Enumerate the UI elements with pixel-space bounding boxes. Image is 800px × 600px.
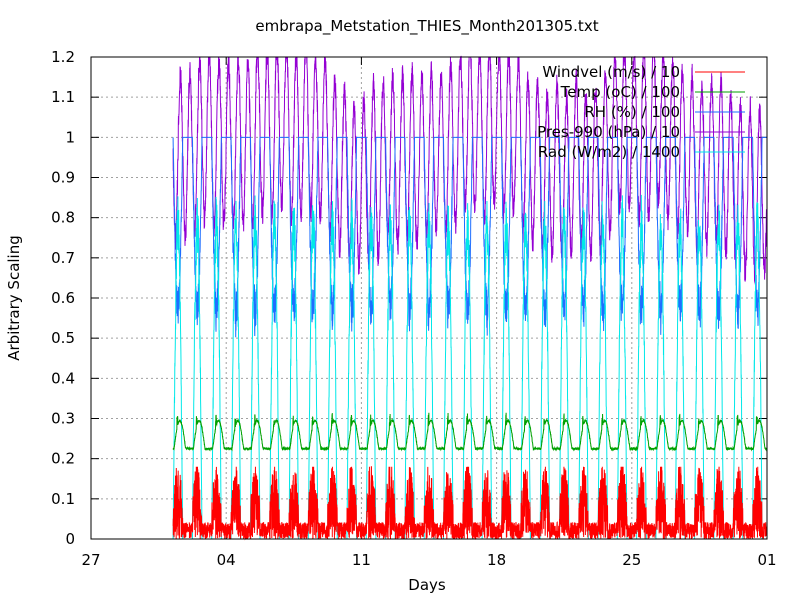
y-tick-label: 0.6 [51,289,75,307]
y-tick-label: 1.2 [51,48,75,66]
x-tick-label: 25 [622,551,641,569]
y-tick-label: 0.7 [51,249,75,267]
y-tick-label: 0.3 [51,410,75,428]
legend-label: Rad (W/m2) / 1400 [538,143,680,161]
legend-label: Windvel (m/s) / 10 [542,63,680,81]
plot-border [90,56,768,540]
axis-ticks: 0 0.1 0.2 0.3 0.4 0.5 0.6 0.7 0.8 0.9 1 1.1 1.2 27 04 1… [51,48,776,569]
x-axis-label: Days [408,576,446,594]
x-tick-label: 27 [81,551,100,569]
legend-label: RH (%) / 100 [584,103,680,121]
x-tick-label: 04 [217,551,236,569]
y-tick-label: 0.2 [51,450,75,468]
y-tick-label: 1 [65,128,75,146]
y-tick-label: 0.9 [51,169,75,187]
series-line-temp [172,412,767,452]
x-tick-label: 01 [757,551,776,569]
y-tick-label: 1.1 [51,88,75,106]
y-axis-label: Arbitrary Scaling [5,235,23,361]
chart-title: embrapa_Metstation_THIES_Month201305.txt [255,17,598,36]
x-tick-label: 11 [352,551,371,569]
legend-label: Temp (oC) / 100 [560,83,680,101]
series-line-wind [172,466,767,541]
y-tick-label: 0.4 [51,369,75,387]
legend-label: Pres-990 (hPa) / 10 [537,123,680,141]
y-tick-label: 0.8 [51,209,75,227]
y-tick-label: 0 [65,530,75,548]
y-tick-label: 0.1 [51,490,75,508]
x-tick-label: 18 [487,551,506,569]
legend: Windvel (m/s) / 10 Temp (oC) / 100 RH (%) … [537,63,745,161]
y-tick-label: 0.5 [51,329,75,347]
